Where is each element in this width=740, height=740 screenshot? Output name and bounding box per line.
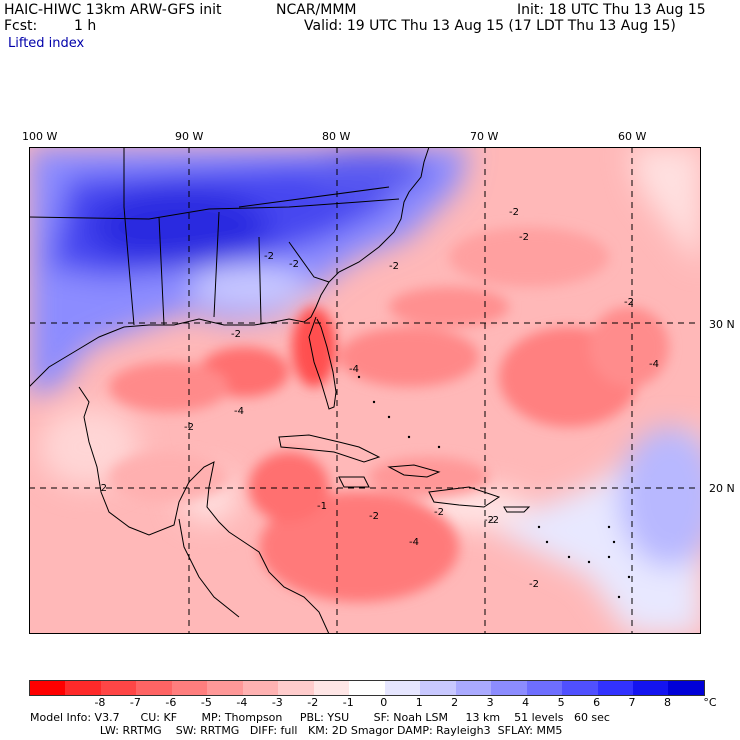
colorbar-swatch	[455, 681, 492, 695]
colorbar-tick-label: -6	[165, 696, 177, 709]
colorbar-tick-label: 7	[628, 696, 636, 709]
contour-label: -2	[264, 251, 274, 262]
colorbar-tick-label: 6	[593, 696, 601, 709]
center-label: NCAR/MMM	[276, 2, 357, 18]
forecast-label: Fcst:	[4, 18, 38, 34]
contour-label: -2	[184, 422, 194, 433]
colorbar-swatch	[420, 681, 456, 695]
colorbar-swatch	[668, 681, 704, 695]
colorbar-swatch	[526, 681, 563, 695]
colorbar-tick-label: -5	[200, 696, 212, 709]
lon-label-70w: 70 W	[470, 130, 499, 143]
model-info-line1: Model Info: V3.7 CU: KF MP: Thompson PBL…	[30, 711, 610, 724]
colorbar-swatch	[278, 681, 314, 695]
colorbar-tick-label: -1	[342, 696, 354, 709]
contour-label: -2	[484, 515, 494, 526]
colorbar-tick-label: 5	[557, 696, 565, 709]
lat-label-20n: 20 N	[709, 482, 735, 495]
map-frame	[29, 147, 701, 634]
colorbar-swatch	[562, 681, 598, 695]
colorbar-swatch	[349, 681, 385, 695]
contour-label: -4	[409, 537, 419, 548]
contour-label: -4	[234, 406, 244, 417]
contour-label: -1	[317, 501, 327, 512]
valid-time: Valid: 19 UTC Thu 13 Aug 15 (17 LDT Thu …	[304, 18, 676, 34]
lon-label-90w: 90 W	[175, 130, 204, 143]
colorbar-tick-label: 1	[415, 696, 423, 709]
contour-label: -2	[369, 511, 379, 522]
colorbar-swatch	[100, 681, 137, 695]
lat-lon-grid	[29, 147, 701, 634]
colorbar-tick-label: -7	[129, 696, 141, 709]
colorbar-swatch	[171, 681, 208, 695]
colorbar-tick-label: 0	[380, 696, 388, 709]
colorbar-swatch	[597, 681, 633, 695]
model-title: HAIC-HIWC 13km ARW-GFS init	[4, 2, 222, 18]
colorbar-swatch	[242, 681, 279, 695]
colorbar-tick-label: -8	[94, 696, 106, 709]
contour-label: -4	[349, 364, 359, 375]
coastlines	[29, 147, 531, 634]
colorbar-swatch	[136, 681, 172, 695]
lon-label-80w: 80 W	[322, 130, 351, 143]
lat-label-30n: 30 N	[709, 318, 735, 331]
colorbar-swatch	[65, 681, 101, 695]
colorbar-swatch	[207, 681, 243, 695]
contour-label: -2	[519, 232, 529, 243]
colorbar-swatch	[632, 681, 669, 695]
contour-label: -2	[389, 261, 399, 272]
colorbar-swatch	[313, 681, 350, 695]
colorbar-tick-label: 8	[664, 696, 672, 709]
stable-region	[29, 147, 469, 397]
lon-label-60w: 60 W	[618, 130, 647, 143]
unstable-region	[109, 227, 669, 602]
contour-label: -4	[649, 359, 659, 370]
colorbar-tick-label: 4	[522, 696, 530, 709]
model-info-line2: LW: RRTMG SW: RRTMG DIFF: full KM: 2D Sm…	[30, 724, 563, 737]
colorbar	[29, 680, 705, 696]
contour-label: -2	[624, 297, 634, 308]
islands	[357, 375, 631, 599]
contour-label: -2	[529, 579, 539, 590]
lifted-index-map: -2 -2 -2 -2 -2 -2 -2 -2 -4 -4 -4 -2 -2 -…	[29, 147, 701, 634]
weak-region	[39, 147, 701, 634]
colorbar-tick-label: -4	[236, 696, 248, 709]
colorbar-tick-label: 2	[451, 696, 459, 709]
forecast-hour: 1 h	[74, 18, 97, 34]
contour-label: -2	[434, 507, 444, 518]
contour-label: -2	[289, 259, 299, 270]
colorbar-unit: °C	[703, 696, 717, 709]
field-name: Lifted index	[8, 36, 85, 51]
colorbar-swatch	[491, 681, 527, 695]
init-time: Init: 18 UTC Thu 13 Aug 15	[517, 2, 706, 18]
contour-label: -2	[231, 329, 241, 340]
contour-label: -2	[509, 207, 519, 218]
colorbar-swatch	[384, 681, 421, 695]
colorbar-tick-label: -3	[271, 696, 283, 709]
colorbar-tick-label: -2	[307, 696, 319, 709]
contour-label: -2	[97, 483, 107, 494]
contour-label: -2	[489, 515, 499, 526]
lon-label-100w: 100 W	[22, 130, 58, 143]
contour-labels: -2 -2 -2 -2 -2 -2 -2 -2 -4 -4 -4 -2 -2 -…	[97, 207, 659, 590]
colorbar-tick-label: 3	[486, 696, 494, 709]
colorbar-swatch	[30, 681, 66, 695]
